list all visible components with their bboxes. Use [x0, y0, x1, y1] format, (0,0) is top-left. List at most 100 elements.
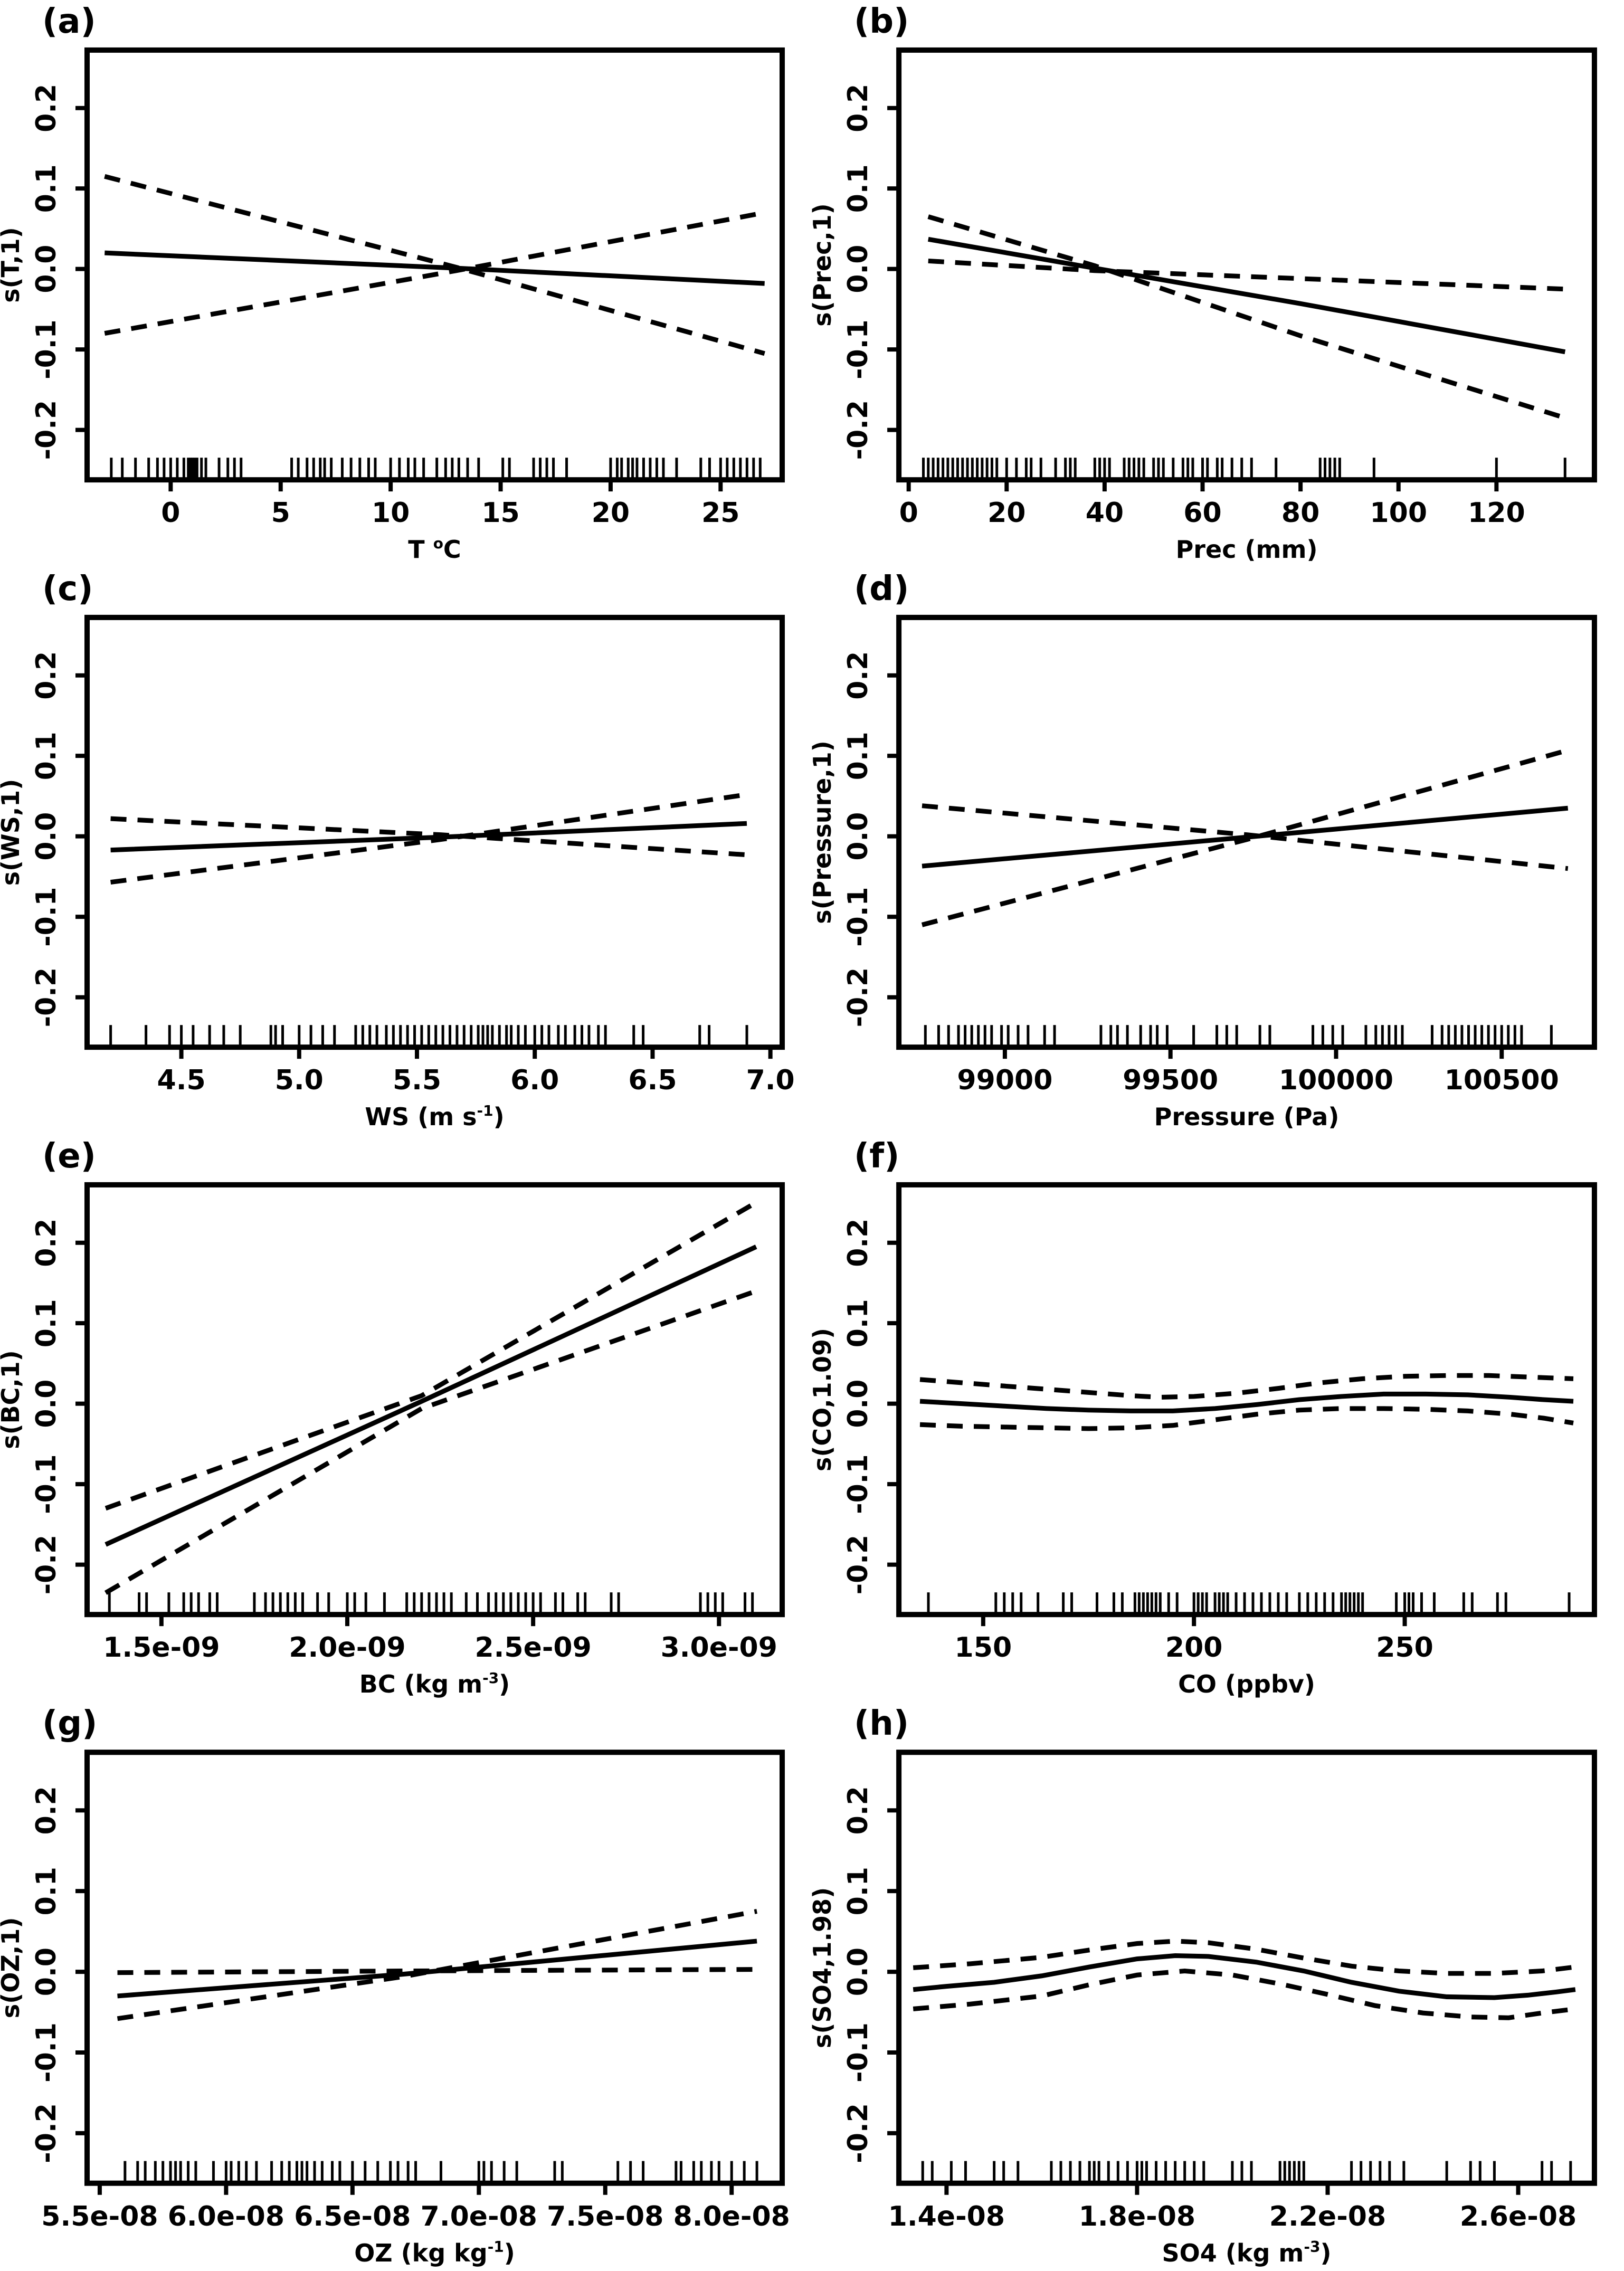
- svg-text:5: 5: [271, 497, 290, 529]
- svg-text:20: 20: [987, 497, 1025, 529]
- svg-text:5.5: 5.5: [393, 1065, 441, 1096]
- series: [927, 214, 1566, 421]
- confidence-line: [913, 1969, 1576, 2020]
- svg-text:80: 80: [1281, 497, 1319, 529]
- svg-text:7.0: 7.0: [746, 1065, 795, 1096]
- svg-text:5.5e-08: 5.5e-08: [41, 2201, 158, 2232]
- confidence-line: [110, 792, 747, 885]
- svg-text:0.1: 0.1: [842, 731, 874, 780]
- svg-text:-0.2: -0.2: [842, 2103, 874, 2163]
- plot-box: [896, 1182, 1597, 1618]
- x-axis-title: OZ (kg kg-1): [354, 2238, 515, 2267]
- svg-text:-0.1: -0.1: [31, 2022, 62, 2083]
- svg-text:0.2: 0.2: [31, 1786, 62, 1835]
- svg-text:0.1: 0.1: [842, 164, 874, 213]
- fit-line: [105, 1244, 757, 1547]
- y-axis: -0.2 -0.1 0.0 0.1 0.2: [842, 651, 899, 1028]
- x-axis-title: T oC: [408, 535, 461, 564]
- y-axis: -0.2 -0.1 0.0 0.1 0.2: [842, 84, 899, 460]
- svg-text:4.5: 4.5: [157, 1065, 206, 1096]
- fit-line: [919, 1391, 1574, 1413]
- rug: [110, 458, 762, 478]
- svg-text:-0.1: -0.1: [842, 1454, 874, 1514]
- x-axis-title: Pressure (Pa): [1154, 1103, 1340, 1131]
- panel-g-label: (g): [42, 1704, 98, 1743]
- plot-box: [84, 47, 785, 483]
- series: [919, 1373, 1574, 1431]
- svg-text:10: 10: [372, 497, 410, 529]
- x-axis: 99000 99500 100000 100500: [957, 1047, 1559, 1096]
- plot-precipitation: 0 20 40 60 80 100 120 -0.2 -0.1 0.0 0.1 0.2 s(Prec,1…: [812, 47, 1597, 564]
- plot-pressure: 99000 99500 100000 100500 -0.2 -0.1 0.0 0.1 0.2 s…: [812, 614, 1597, 1131]
- svg-text:100: 100: [1370, 497, 1427, 529]
- svg-text:0.1: 0.1: [842, 1299, 874, 1347]
- confidence-line: [104, 174, 765, 356]
- panel-c-label: (c): [42, 569, 93, 609]
- confidence-line: [927, 214, 1566, 421]
- svg-text:1.5e-09: 1.5e-09: [103, 1632, 220, 1664]
- y-axis: -0.2 -0.1 0.0 0.1 0.2: [842, 1219, 899, 1594]
- svg-text:-0.1: -0.1: [31, 1454, 62, 1514]
- svg-text:5.0: 5.0: [275, 1065, 324, 1096]
- x-axis-title: WS (m s-1): [365, 1102, 504, 1131]
- svg-text:2.5e-09: 2.5e-09: [474, 1632, 591, 1664]
- plot-ozone: 5.5e-08 6.0e-08 6.5e-08 7.0e-08 7.5e-08 8.0e-…: [0, 1750, 790, 2267]
- svg-text:3.0e-09: 3.0e-09: [661, 1632, 777, 1664]
- panel-h-label: (h): [854, 1704, 909, 1743]
- svg-text:-0.1: -0.1: [31, 319, 62, 379]
- panel-d: 99000 99500 100000 100500 -0.2 -0.1 0.0 0.1 0.2 s…: [812, 567, 1624, 1135]
- svg-text:-0.2: -0.2: [31, 967, 62, 1028]
- svg-text:99500: 99500: [1123, 1065, 1218, 1096]
- panel-g: 5.5e-08 6.0e-08 6.5e-08 7.0e-08 7.5e-08 8.0e-…: [0, 1702, 812, 2271]
- plot-temperature: 0 5 10 15 20 25 -0.2 -0.1 0.0 0.1 0.2 s(T,1) T oC: [0, 47, 785, 564]
- x-axis-title: CO (ppbv): [1178, 1670, 1315, 1698]
- plot-box: [84, 614, 785, 1050]
- svg-text:0.2: 0.2: [842, 651, 874, 700]
- svg-text:0.0: 0.0: [31, 1947, 62, 1996]
- svg-text:99000: 99000: [957, 1065, 1052, 1096]
- y-axis: -0.2 -0.1 0.0 0.1 0.2: [31, 651, 87, 1028]
- svg-text:0.1: 0.1: [31, 1867, 62, 1915]
- y-axis-title: s(SO4,1.98): [812, 1887, 837, 2048]
- x-axis: 5.5e-08 6.0e-08 6.5e-08 7.0e-08 7.5e-08 8.0e-…: [41, 2183, 790, 2232]
- svg-text:2.6e-08: 2.6e-08: [1460, 2201, 1576, 2232]
- rug: [109, 1025, 748, 1046]
- svg-text:0.0: 0.0: [842, 1947, 874, 1996]
- plot-box: [896, 47, 1597, 483]
- confidence-line: [117, 1909, 757, 2021]
- plot-box: [896, 1750, 1597, 2186]
- y-axis-title: s(T,1): [0, 227, 25, 303]
- panel-a-label: (a): [42, 2, 96, 41]
- svg-text:-0.2: -0.2: [842, 400, 874, 460]
- x-axis-title: SO4 (kg m-3): [1162, 2238, 1332, 2267]
- series: [913, 1939, 1576, 2020]
- svg-text:-0.1: -0.1: [31, 887, 62, 947]
- plot-wind-speed: 4.5 5.0 5.5 6.0 6.5 7.0 -0.2 -0.1 0.0 0.1 0.2 s(WS,…: [0, 614, 795, 1131]
- svg-text:0.2: 0.2: [842, 1786, 874, 1835]
- fit-line: [927, 236, 1566, 355]
- svg-text:6.5: 6.5: [628, 1065, 677, 1096]
- svg-text:100000: 100000: [1279, 1065, 1393, 1096]
- svg-text:0.0: 0.0: [31, 812, 62, 861]
- y-axis: -0.2 -0.1 0.0 0.1 0.2: [31, 84, 87, 460]
- svg-text:2.0e-09: 2.0e-09: [289, 1632, 405, 1664]
- plot-box: [84, 1182, 785, 1618]
- svg-text:6.0: 6.0: [510, 1065, 559, 1096]
- plot-black-carbon: 1.5e-09 2.0e-09 2.5e-09 3.0e-09 -0.2 -0.1 0.0 0…: [0, 1182, 785, 1698]
- svg-text:0: 0: [899, 497, 918, 529]
- svg-text:-0.1: -0.1: [842, 2022, 874, 2083]
- panel-h: 1.4e-08 1.8e-08 2.2e-08 2.6e-08 -0.2 -0.1 0.0 0…: [812, 1702, 1624, 2271]
- x-axis-title: BC (kg m-3): [359, 1669, 510, 1698]
- svg-text:100500: 100500: [1445, 1065, 1559, 1096]
- series: [921, 748, 1569, 927]
- svg-text:20: 20: [592, 497, 630, 529]
- svg-text:7.0e-08: 7.0e-08: [421, 2201, 537, 2232]
- confidence-line: [105, 1200, 757, 1511]
- rug: [924, 1025, 1553, 1046]
- panel-f-label: (f): [854, 1137, 900, 1176]
- y-axis: -0.2 -0.1 0.0 0.1 0.2: [31, 1786, 87, 2163]
- x-axis: 150 200 250: [955, 1614, 1433, 1664]
- confidence-line: [104, 210, 765, 336]
- svg-text:-0.2: -0.2: [842, 967, 874, 1028]
